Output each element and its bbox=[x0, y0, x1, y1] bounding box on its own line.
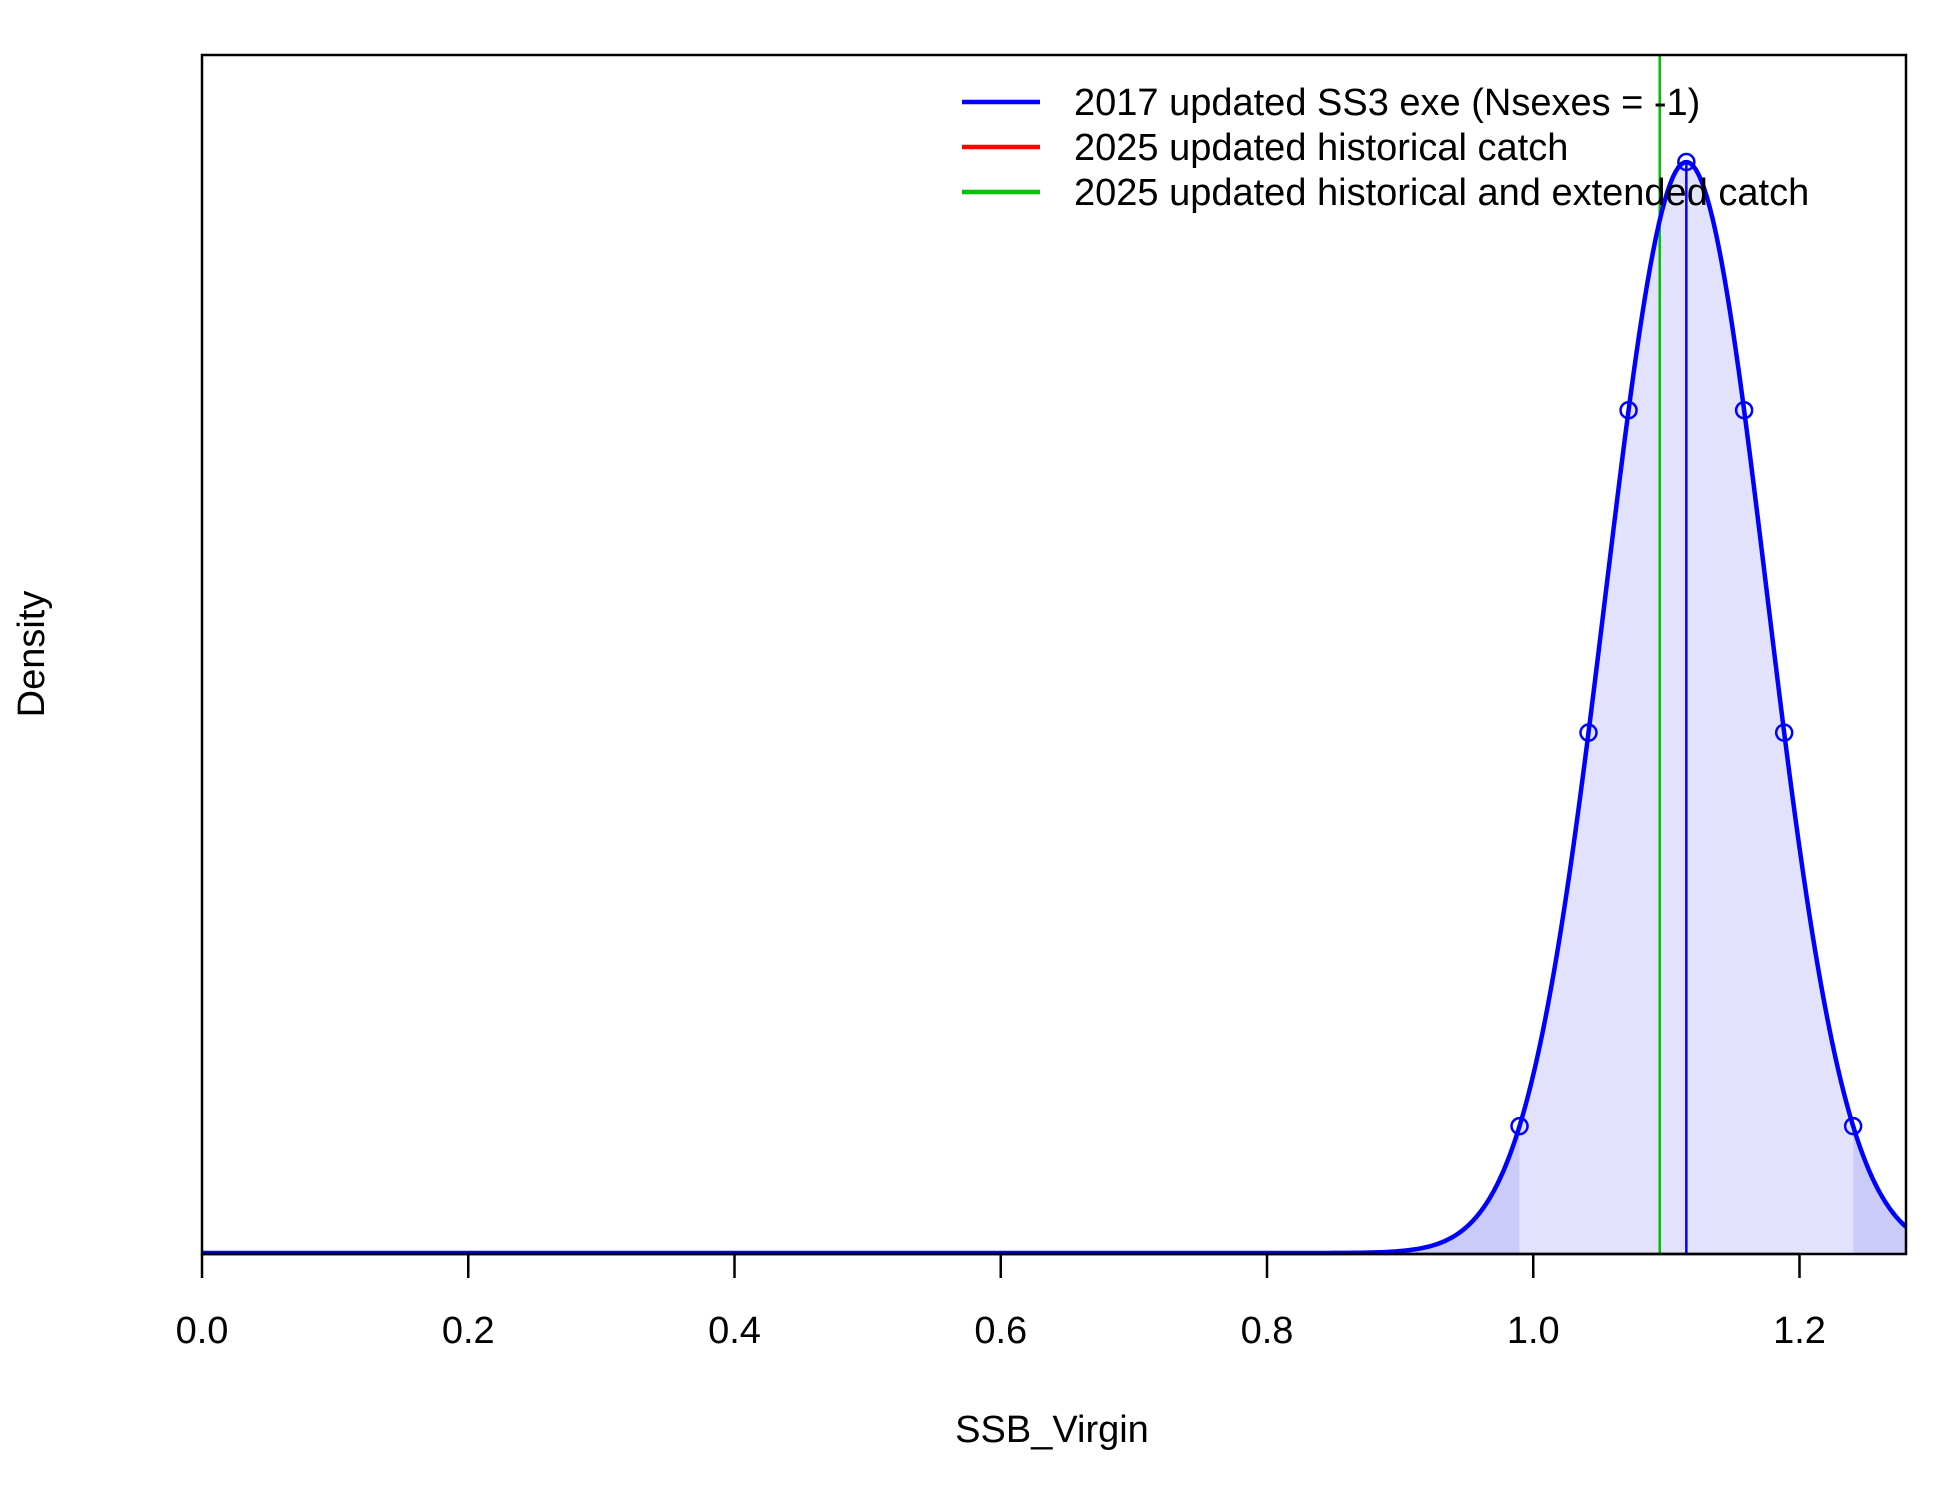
density-marker-0-4 bbox=[1734, 400, 1754, 420]
x-tick-label-2: 0.4 bbox=[708, 1310, 761, 1352]
density-marker-0-1 bbox=[1579, 723, 1598, 742]
density-markers bbox=[1510, 152, 1863, 1136]
legend-label-1: 2025 updated historical catch bbox=[1074, 127, 1568, 169]
density-fill-tail-left bbox=[202, 1126, 1520, 1253]
density-fill-group bbox=[202, 162, 1906, 1253]
legend: 2017 updated SS3 exe (Nsexes = -1)2025 u… bbox=[962, 82, 1809, 214]
legend-label-2: 2025 updated historical and extended cat… bbox=[1074, 172, 1809, 214]
x-tick-label-4: 0.8 bbox=[1241, 1310, 1294, 1352]
density-marker-0-5 bbox=[1774, 723, 1794, 742]
density-marker-0-2 bbox=[1619, 400, 1638, 420]
density-fill-tail-right bbox=[1853, 1126, 1906, 1253]
density-marker-0-3 bbox=[1677, 152, 1696, 172]
density-marker-0-0 bbox=[1510, 1116, 1529, 1136]
x-axis-label: SSB_Virgin bbox=[955, 1409, 1149, 1451]
x-axis: 0.0 0.2 0.4 0.6 0.8 1.0 1.2 bbox=[176, 1252, 1826, 1352]
x-tick-label-5: 1.0 bbox=[1507, 1310, 1560, 1352]
reference-lines bbox=[1658, 55, 1688, 1253]
density-marker-0-6 bbox=[1843, 1116, 1863, 1136]
y-axis-label: Density bbox=[11, 591, 53, 718]
x-tick-label-3: 0.6 bbox=[974, 1310, 1027, 1352]
x-tick-label-6: 1.2 bbox=[1773, 1310, 1826, 1352]
x-tick-label-0: 0.0 bbox=[176, 1310, 229, 1352]
x-tick-label-1: 0.2 bbox=[442, 1310, 495, 1352]
legend-label-0: 2017 updated SS3 exe (Nsexes = -1) bbox=[1074, 82, 1700, 124]
